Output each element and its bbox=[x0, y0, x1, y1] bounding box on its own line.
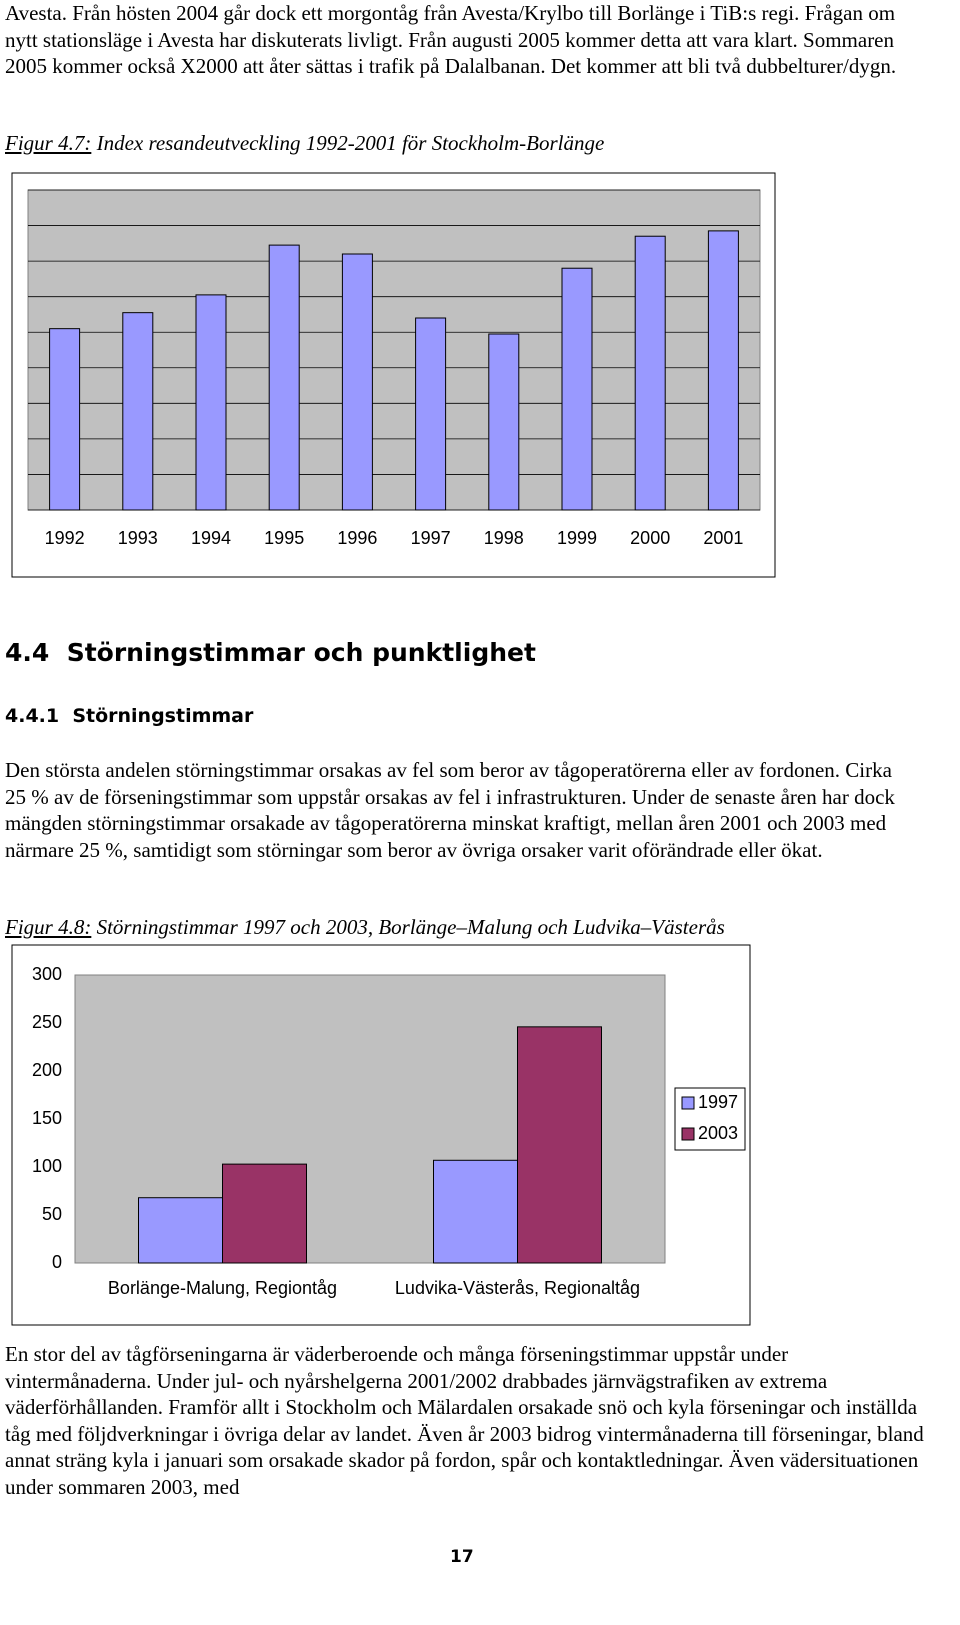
figure-label: Figur 4.8: bbox=[5, 915, 92, 939]
page-number: 17 bbox=[450, 1547, 474, 1567]
bar bbox=[517, 1026, 602, 1264]
bar bbox=[222, 1163, 307, 1264]
y-tick-label: 200 bbox=[32, 1060, 62, 1080]
x-tick-label: 2001 bbox=[703, 528, 743, 548]
chart-title: Störningstimmar 1997 och 2003, Borlänge–… bbox=[91, 915, 725, 939]
x-tick-label: 1993 bbox=[118, 528, 158, 548]
bar bbox=[415, 317, 447, 511]
legend-swatch bbox=[681, 1127, 695, 1141]
bar bbox=[707, 230, 739, 511]
x-tick-label: Ludvika-Västerås, Regionaltåg bbox=[395, 1278, 640, 1298]
x-tick-label: 2000 bbox=[630, 528, 670, 548]
figure-label: Figur 4.7: bbox=[5, 131, 92, 155]
paragraph: En stor del av tågförseningarna är väder… bbox=[5, 1342, 924, 1499]
x-tick-label: 1996 bbox=[337, 528, 377, 548]
heading: 4.4 Störningstimmar och punktlighet bbox=[5, 638, 536, 667]
paragraph: Den största andelen störningstimmar orsa… bbox=[5, 758, 895, 862]
x-tick-label: 1994 bbox=[191, 528, 231, 548]
y-tick-label: 50 bbox=[42, 1204, 62, 1224]
x-tick-label: Borlänge-Malung, Regiontåg bbox=[108, 1278, 337, 1298]
x-tick-label: 1992 bbox=[45, 528, 85, 548]
bar bbox=[341, 253, 373, 511]
bar bbox=[138, 1197, 223, 1264]
y-tick-label: 0 bbox=[52, 1252, 62, 1272]
y-tick-label: 250 bbox=[32, 1012, 62, 1032]
bar bbox=[268, 244, 300, 511]
x-tick-label: 1997 bbox=[411, 528, 451, 548]
x-tick-label: 1995 bbox=[264, 528, 304, 548]
bar bbox=[634, 235, 666, 511]
y-tick-label: 100 bbox=[32, 1156, 62, 1176]
legend-label: 1997 bbox=[698, 1092, 738, 1112]
subheading: 4.4.1 Störningstimmar bbox=[5, 705, 254, 727]
x-tick-label: 1998 bbox=[484, 528, 524, 548]
bar bbox=[195, 294, 227, 511]
y-tick-label: 300 bbox=[32, 964, 62, 984]
y-tick-label: 150 bbox=[32, 1108, 62, 1128]
paragraph: Avesta. Från hösten 2004 går dock ett mo… bbox=[5, 1, 897, 78]
figure-caption: Figur 4.7: Index resandeutveckling 1992-… bbox=[5, 131, 604, 156]
bar bbox=[488, 333, 520, 511]
bar bbox=[433, 1159, 518, 1264]
legend-label: 2003 bbox=[698, 1123, 738, 1143]
chart-title: Index resandeutveckling 1992-2001 för St… bbox=[91, 131, 605, 155]
legend-swatch bbox=[681, 1096, 695, 1110]
bar bbox=[122, 312, 154, 511]
bar bbox=[561, 267, 593, 511]
figure-caption: Figur 4.8: Störningstimmar 1997 och 2003… bbox=[5, 915, 725, 940]
x-tick-label: 1999 bbox=[557, 528, 597, 548]
bar bbox=[49, 328, 81, 511]
